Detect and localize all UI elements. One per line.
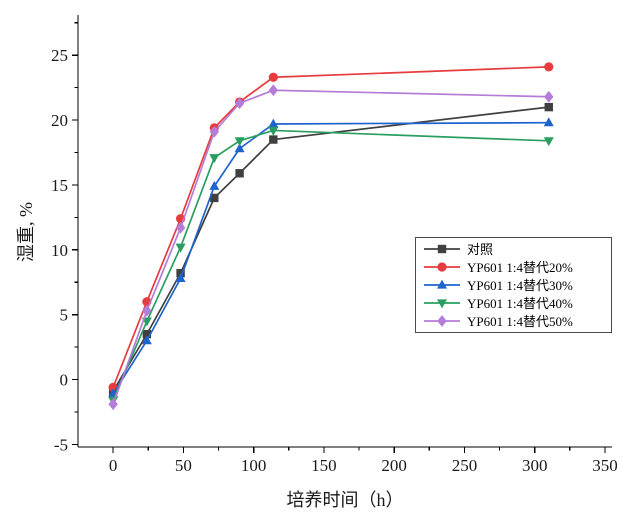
diamond-marker <box>268 84 279 97</box>
triangle-up-marker <box>141 335 152 345</box>
legend-entry: YP601 1:4替代30% <box>422 278 605 292</box>
legend-label: YP601 1:4替代20% <box>467 259 573 275</box>
legend-label: YP601 1:4替代40% <box>467 295 573 311</box>
square-marker <box>235 169 244 178</box>
diamond-marker <box>234 97 245 110</box>
triangle-down-marker <box>268 126 279 136</box>
series-1 <box>108 62 554 392</box>
y-tick-label: 0 <box>60 371 69 390</box>
square-marker <box>437 244 447 254</box>
legend-swatch-diamond <box>424 315 460 327</box>
x-tick-label: 300 <box>522 456 548 475</box>
x-tick-label: 250 <box>452 456 478 475</box>
x-tick-label: 150 <box>311 456 337 475</box>
legend-entry: YP601 1:4替代50% <box>422 314 605 328</box>
diamond-marker <box>544 90 554 103</box>
legend-swatch-circle <box>424 262 460 272</box>
circle-marker <box>437 262 447 272</box>
x-tick-label: 100 <box>241 456 267 475</box>
square-marker <box>210 193 219 203</box>
triangle-up-marker <box>175 272 186 282</box>
x-tick-label: 0 <box>109 456 118 475</box>
triangle-down-marker <box>209 154 220 164</box>
y-axis-title: 湿重, % <box>16 202 36 262</box>
triangle-up-marker <box>543 117 554 127</box>
square-marker <box>269 135 278 144</box>
y-tick-label: 20 <box>51 111 68 130</box>
x-axis-title: 培养时间（h） <box>286 490 404 510</box>
circle-marker <box>544 62 554 72</box>
legend-swatch-triangle-up <box>424 279 460 289</box>
square-marker <box>142 329 152 339</box>
legend-label: YP601 1:4替代30% <box>467 277 573 293</box>
triangle-up-marker <box>234 143 245 153</box>
legend-swatch-square <box>424 244 460 254</box>
ticks <box>72 22 606 453</box>
diamond-marker <box>108 398 118 411</box>
triangle-up-marker <box>268 118 279 128</box>
y-tick-label: 15 <box>51 176 68 195</box>
square-marker <box>544 102 553 112</box>
triangle-down-marker <box>437 299 447 309</box>
x-tick-label: 200 <box>381 456 407 475</box>
y-tick-label: 25 <box>51 46 68 65</box>
x-tick-label: 350 <box>592 456 618 475</box>
diamond-marker <box>209 125 220 138</box>
legend-label: YP601 1:4替代50% <box>467 313 573 329</box>
diamond-marker <box>175 221 186 234</box>
y-tick-label: 5 <box>60 306 69 325</box>
y-tick-label: -5 <box>54 435 68 454</box>
triangle-down-marker <box>543 137 554 147</box>
triangle-up-marker <box>437 279 447 289</box>
triangle-up-marker <box>209 180 220 190</box>
diamond-marker <box>437 315 447 327</box>
legend-entry: 对照 <box>422 242 605 256</box>
legend-entry: YP601 1:4替代40% <box>422 296 605 310</box>
triangle-down-marker <box>175 243 186 253</box>
series-2 <box>108 117 554 398</box>
legend-swatch-triangle-down <box>424 299 460 309</box>
legend: 对照 YP601 1:4替代20% YP601 1:4替代30% YP601 1:4替… <box>415 237 612 333</box>
legend-entry: YP601 1:4替代20% <box>422 260 605 274</box>
axes <box>77 15 612 448</box>
series-4 <box>108 84 554 411</box>
legend-label: 对照 <box>467 241 494 257</box>
y-tick-label: 10 <box>51 241 68 260</box>
diamond-marker <box>142 304 152 317</box>
tick-labels: 0 50 100 150 200 250 300 350 -5 0 5 10 15 20 25 <box>51 46 618 475</box>
triangle-down-marker <box>234 137 245 147</box>
x-tick-label: 50 <box>175 456 192 475</box>
circle-marker <box>268 72 278 82</box>
